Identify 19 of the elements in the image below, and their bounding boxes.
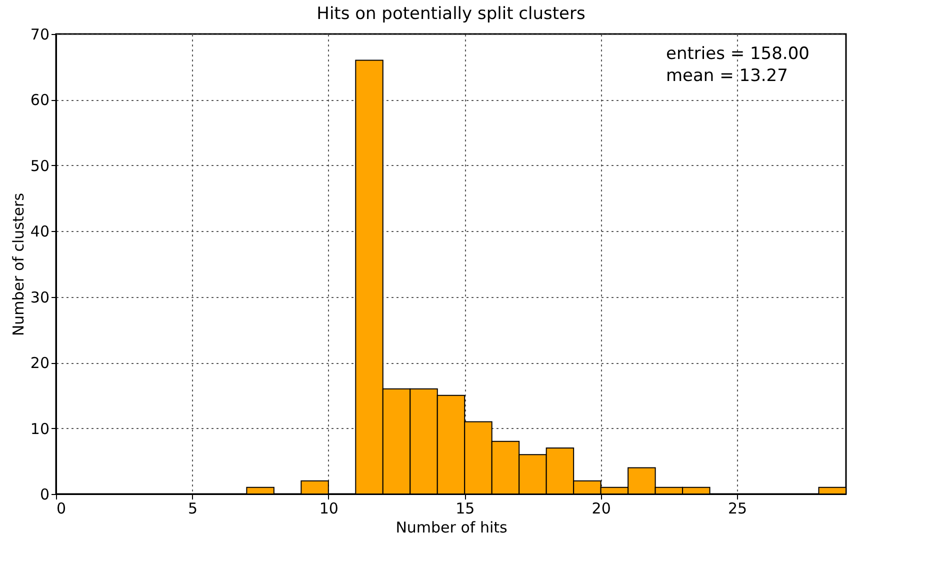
y-axis-title: Number of clusters: [9, 192, 28, 336]
annotation: mean = 13.27: [666, 66, 788, 86]
x-tick-label: 25: [728, 500, 748, 518]
chart-title: Hits on potentially split clusters: [316, 4, 586, 24]
annotation: entries = 158.00: [666, 44, 810, 64]
x-axis-title: Number of hits: [396, 518, 508, 536]
y-tick-label: 40: [30, 222, 50, 241]
x-tick-label: 10: [319, 500, 338, 518]
y-tick-label: 50: [30, 156, 50, 175]
y-tick-label: 60: [30, 91, 50, 110]
x-tick-label: 20: [592, 500, 611, 518]
x-tick-label: 15: [456, 500, 475, 518]
x-tick-label: 0: [56, 500, 66, 518]
y-tick-label: 70: [30, 26, 50, 44]
y-tick-label: 0: [40, 486, 50, 504]
x-tick-label: 5: [188, 500, 198, 518]
y-tick-label: 20: [30, 354, 50, 372]
y-tick-label: 30: [30, 288, 50, 306]
y-tick-label: 10: [30, 420, 50, 438]
